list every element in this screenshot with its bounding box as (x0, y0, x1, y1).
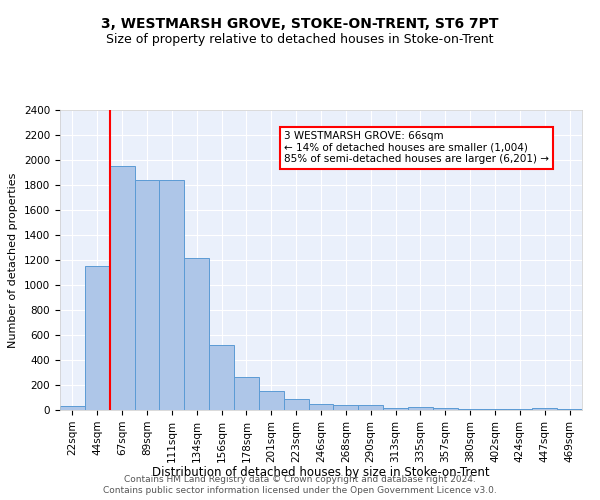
Bar (234, 377, 259, 410)
Bar (482, 409, 508, 410)
Bar (110, 166, 134, 410)
Bar (134, 180, 160, 410)
Text: 3 WESTMARSH GROVE: 66sqm
← 14% of detached houses are smaller (1,004)
85% of sem: 3 WESTMARSH GROVE: 66sqm ← 14% of detach… (284, 131, 549, 164)
X-axis label: Distribution of detached houses by size in Stoke-on-Trent: Distribution of detached houses by size … (152, 466, 490, 479)
Bar (458, 409, 482, 410)
Text: Contains HM Land Registry data © Crown copyright and database right 2024.: Contains HM Land Registry data © Crown c… (124, 475, 476, 484)
Text: 3, WESTMARSH GROVE, STOKE-ON-TRENT, ST6 7PT: 3, WESTMARSH GROVE, STOKE-ON-TRENT, ST6 … (101, 18, 499, 32)
Bar (209, 345, 234, 410)
Bar (532, 408, 557, 410)
Bar (334, 405, 358, 410)
Bar (308, 404, 334, 410)
Bar (358, 406, 383, 410)
Bar (184, 258, 209, 410)
Bar (160, 180, 184, 410)
Bar (85, 266, 110, 410)
Bar (259, 390, 284, 410)
Bar (60, 406, 85, 410)
Text: Size of property relative to detached houses in Stoke-on-Trent: Size of property relative to detached ho… (106, 32, 494, 46)
Text: Contains public sector information licensed under the Open Government Licence v3: Contains public sector information licen… (103, 486, 497, 495)
Bar (408, 407, 433, 410)
Y-axis label: Number of detached properties: Number of detached properties (8, 172, 19, 348)
Bar (433, 408, 458, 410)
Bar (383, 408, 408, 410)
Bar (284, 400, 308, 410)
